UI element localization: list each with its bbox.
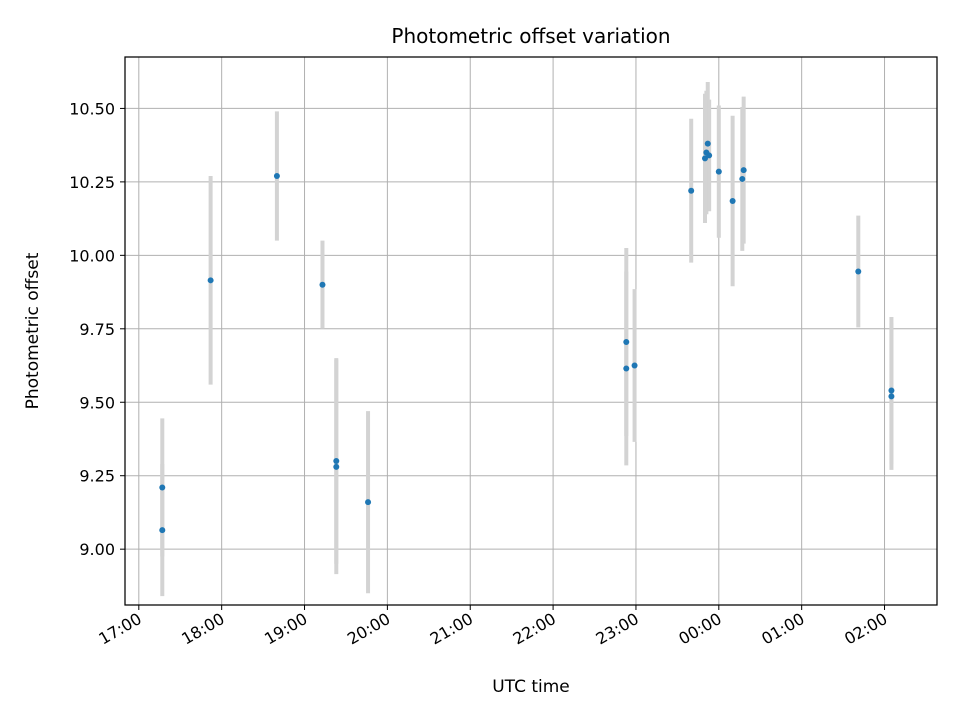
data-point (888, 387, 895, 394)
y-axis-title: Photometric offset (23, 252, 43, 409)
data-point (333, 463, 340, 470)
data-point (704, 140, 711, 147)
plot-frame (124, 56, 938, 606)
data-point (333, 458, 340, 465)
y-tick-label: 9.25 (79, 467, 115, 486)
y-tick-label: 9.00 (79, 540, 115, 559)
y-tick-label: 10.50 (69, 99, 115, 118)
y-tick-label: 10.25 (69, 173, 115, 192)
data-point (739, 175, 746, 182)
data-point (888, 393, 895, 400)
data-point (159, 484, 166, 491)
data-point (159, 527, 166, 534)
y-tick-label: 9.75 (79, 320, 115, 339)
data-point (273, 173, 280, 180)
data-point (740, 167, 747, 174)
data-point (706, 152, 713, 159)
y-tick-label: 10.00 (69, 246, 115, 265)
data-point (855, 268, 862, 275)
data-point (319, 281, 326, 288)
data-point (365, 499, 372, 506)
chart-title: Photometric offset variation (391, 24, 670, 48)
data-point (702, 155, 708, 162)
data-point (688, 187, 695, 194)
y-tick-label: 9.50 (79, 393, 115, 412)
y-axis: 9.00 9.25 9.50 9.75 10.00 10.25 10.50 (69, 99, 125, 559)
data-point (207, 277, 214, 284)
x-axis-title: UTC time (492, 677, 570, 697)
data-point (631, 362, 638, 369)
data-point (623, 365, 630, 372)
data-point (715, 168, 722, 175)
data-points (159, 140, 895, 534)
data-point (729, 197, 736, 204)
data-point (623, 339, 630, 346)
